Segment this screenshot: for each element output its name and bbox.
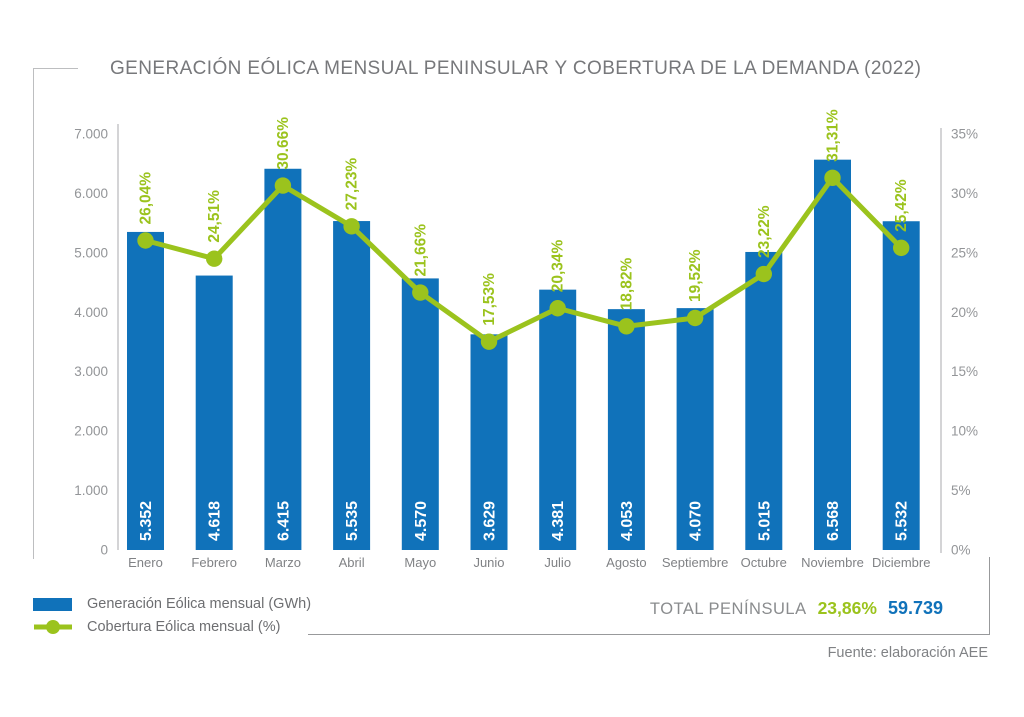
month-label-diciembre: Diciembre xyxy=(872,555,931,570)
coverage-marker-septiembre xyxy=(686,309,704,327)
right-axis-tick: 30% xyxy=(951,186,978,201)
page-title: GENERACIÓN EÓLICA MENSUAL PENINSULAR Y C… xyxy=(110,58,922,79)
left-axis-tick: 3.000 xyxy=(74,364,108,379)
month-label-marzo: Marzo xyxy=(265,555,301,570)
total-label: TOTAL PENÍNSULA xyxy=(649,600,807,618)
right-axis-tick: 20% xyxy=(951,305,978,320)
bar-abril xyxy=(333,221,371,550)
coverage-value-label: 26,04% xyxy=(138,172,155,225)
bar-octubre xyxy=(745,251,783,551)
bar-value-label: 4.070 xyxy=(688,501,705,541)
coverage-value-label: 27,23% xyxy=(344,158,361,211)
coverage-marker-junio xyxy=(480,333,498,350)
total-gwh-value: 59.739 xyxy=(887,598,943,618)
month-label-octubre: Octubre xyxy=(741,555,787,570)
right-axis-tick: 10% xyxy=(951,424,978,439)
coverage-marker-abril xyxy=(343,218,360,235)
month-label-abril: Abril xyxy=(339,555,365,570)
bar-value-label: 3.629 xyxy=(482,501,499,541)
month-label-agosto: Agosto xyxy=(606,555,646,570)
coverage-value-label: 21,66% xyxy=(412,224,429,277)
total-summary: TOTAL PENÍNSULA 23,86% 59.739 xyxy=(650,598,943,619)
corner-bracket-bottom-right xyxy=(308,557,990,635)
coverage-value-label: 25,42% xyxy=(893,179,910,232)
coverage-value-label: 17,53% xyxy=(481,273,498,326)
bar-agosto xyxy=(607,309,645,550)
left-axis-tick: 0 xyxy=(100,543,108,558)
bar-swatch-icon xyxy=(33,597,72,611)
source-note: Fuente: elaboración AEE xyxy=(827,645,988,661)
month-label-septiembre: Septiembre xyxy=(662,555,728,570)
coverage-value-label: 18,82% xyxy=(618,258,635,311)
coverage-marker-octubre xyxy=(755,265,772,283)
bar-value-label: 5.352 xyxy=(138,501,155,541)
bar-value-label: 4.570 xyxy=(413,501,430,541)
bar-diciembre xyxy=(882,221,920,550)
bar-value-label: 5.535 xyxy=(344,501,361,541)
bar-enero xyxy=(127,231,164,550)
coverage-marker-marzo xyxy=(274,177,292,194)
bar-value-label: 5.532 xyxy=(894,501,911,541)
legend-label-generation: Generación Eólica mensual (GWh) xyxy=(87,596,312,612)
coverage-value-label: 20,34% xyxy=(550,239,567,292)
left-axis-tick: 5.000 xyxy=(74,245,108,260)
right-axis-tick: 15% xyxy=(951,364,978,379)
bar-value-label: 6.568 xyxy=(825,501,842,541)
bar-marzo xyxy=(264,168,302,550)
month-label-noviembre: Noviembre xyxy=(801,555,864,570)
right-axis-tick: 25% xyxy=(951,245,978,260)
month-label-julio: Julio xyxy=(544,555,571,570)
legend-item-coverage: Cobertura Eólica mensual (%) xyxy=(33,619,311,635)
coverage-marker-mayo xyxy=(412,284,429,301)
month-label-junio: Junio xyxy=(473,555,504,570)
bar-febrero xyxy=(195,275,233,550)
bar-value-label: 4.618 xyxy=(207,501,224,541)
right-axis-tick: 5% xyxy=(951,483,971,498)
bar-septiembre xyxy=(676,308,714,550)
bar-value-label: 4.053 xyxy=(619,501,636,541)
coverage-marker-agosto xyxy=(618,318,635,335)
bar-mayo xyxy=(401,278,439,550)
month-label-febrero: Febrero xyxy=(191,555,237,570)
coverage-marker-noviembre xyxy=(824,169,841,187)
coverage-marker-diciembre xyxy=(893,239,910,257)
coverage-value-label: 31,31% xyxy=(825,109,842,162)
month-label-enero: Enero xyxy=(128,555,163,570)
bar-julio xyxy=(539,289,577,550)
left-axis-tick: 2.000 xyxy=(74,424,108,439)
right-axis-tick: 35% xyxy=(951,127,978,142)
left-axis-tick: 7.000 xyxy=(74,127,108,142)
coverage-marker-enero xyxy=(137,232,154,249)
coverage-value-label: 24,51% xyxy=(206,190,223,243)
total-percent-value: 23,86% xyxy=(817,598,877,618)
bar-junio xyxy=(470,334,508,550)
left-axis-tick: 6.000 xyxy=(74,186,108,201)
bar-value-label: 6.415 xyxy=(275,501,292,541)
coverage-line xyxy=(143,175,904,345)
coverage-value-label: 30.66% xyxy=(275,117,292,170)
bar-noviembre xyxy=(814,159,851,550)
chart-legend: Generación Eólica mensual (GWh) Cobertur… xyxy=(33,596,311,642)
month-label-mayo: Mayo xyxy=(404,555,436,570)
left-axis-tick: 4.000 xyxy=(74,305,108,320)
right-axis-tick: 0% xyxy=(951,543,971,558)
coverage-marker-julio xyxy=(549,300,566,317)
legend-item-generation: Generación Eólica mensual (GWh) xyxy=(33,596,311,612)
coverage-marker-febrero xyxy=(206,250,223,267)
coverage-value-label: 23,22% xyxy=(756,205,773,258)
bar-value-label: 5.015 xyxy=(756,501,773,541)
bar-value-label: 4.381 xyxy=(550,501,567,541)
left-axis-tick: 1.000 xyxy=(74,483,108,498)
coverage-value-label: 19,52% xyxy=(687,249,704,302)
line-swatch-icon xyxy=(34,620,72,634)
corner-bracket-top-left xyxy=(33,68,78,559)
legend-label-coverage: Cobertura Eólica mensual (%) xyxy=(87,619,281,635)
